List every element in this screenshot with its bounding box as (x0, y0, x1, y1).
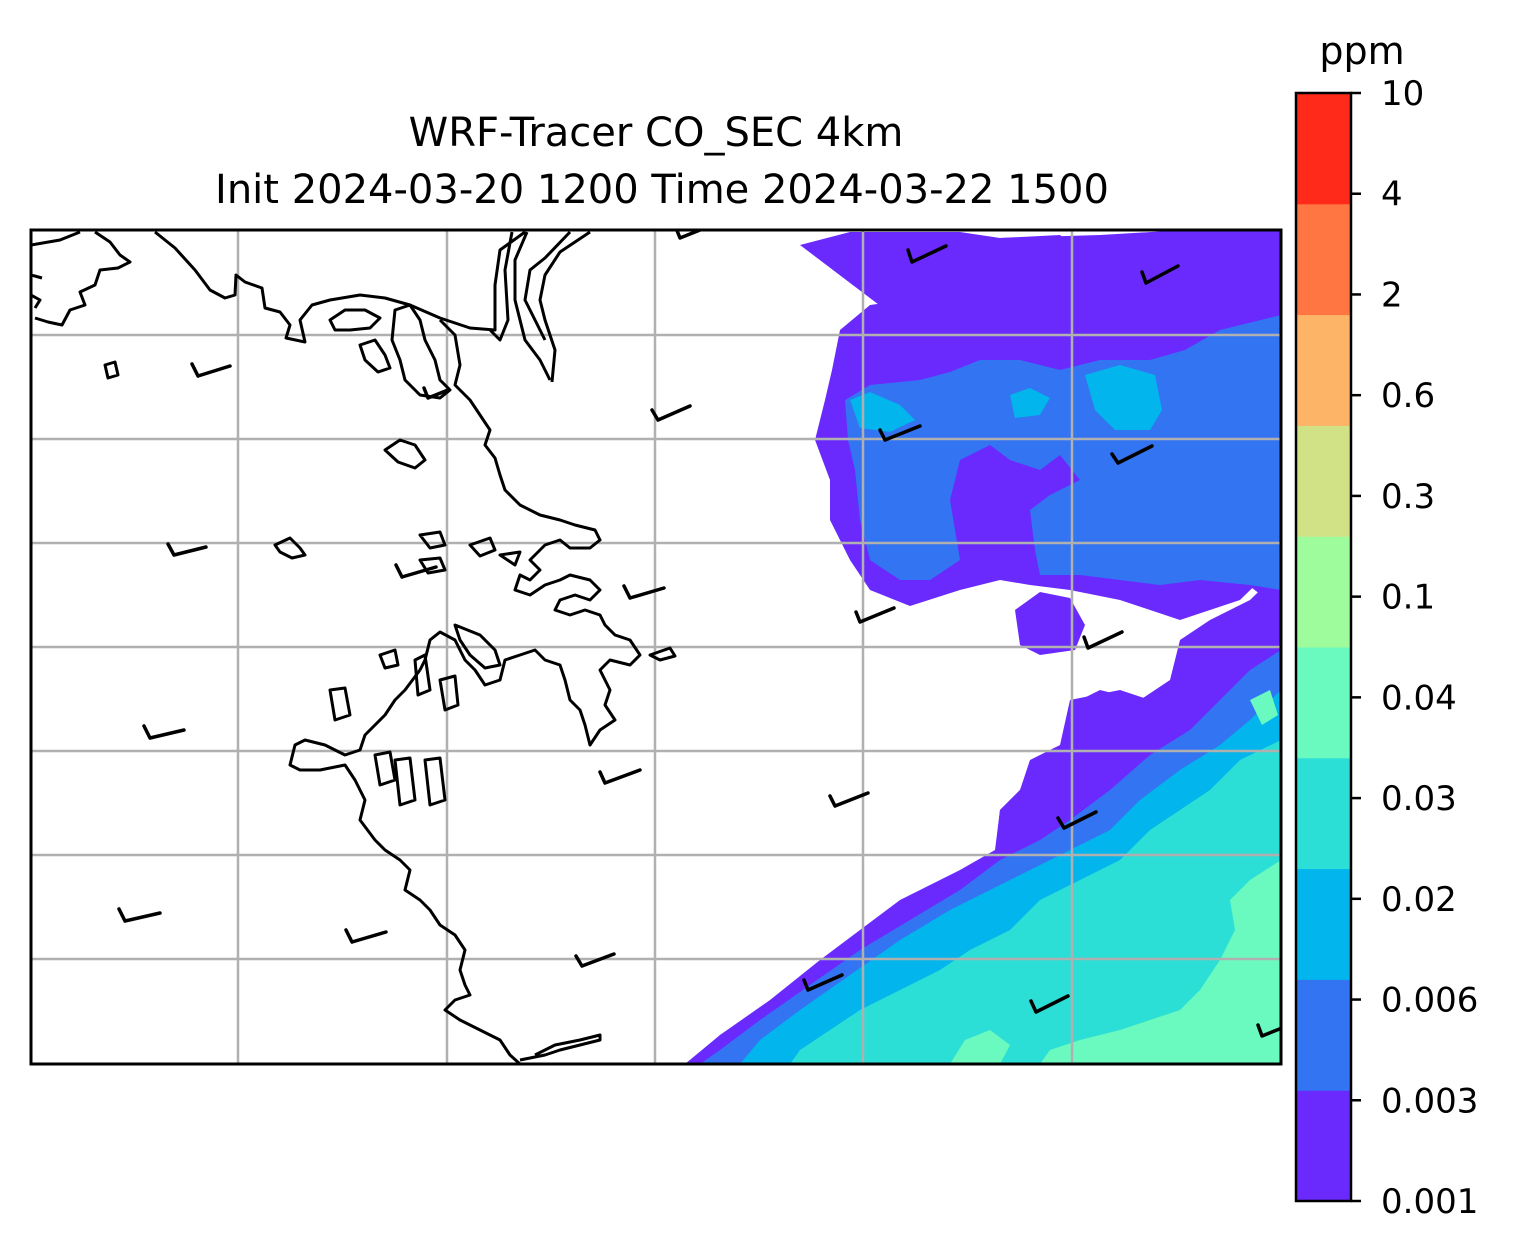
colorbar-band (1296, 868, 1351, 980)
colorbar-tick-label: 0.3 (1381, 477, 1435, 517)
wind-barb (622, 584, 666, 600)
wind-barb (650, 404, 692, 422)
colorbar-band (1296, 979, 1351, 1091)
map-frame (29, 228, 1283, 1066)
colorbar-tick-label: 0.003 (1381, 1081, 1478, 1121)
colorbar-tick-label: 4 (1381, 175, 1403, 215)
colorbar-band (1296, 314, 1351, 426)
colorbar-band (1296, 425, 1351, 537)
coastlines (31, 230, 677, 1064)
contour-blob-0.03-a (950, 1030, 1010, 1064)
colorbar-tick-label: 0.03 (1381, 779, 1457, 819)
wind-barb (1082, 630, 1124, 650)
colorbar: ppm 0.001 0.003 0.006 0.02 0.03 0.04 0.1 0.3 0.6… (1294, 29, 1478, 1222)
wind-barb (142, 724, 186, 740)
contour-band-0.003 (845, 315, 1281, 590)
wind-barb (1256, 1023, 1281, 1038)
colorbar-tick-label: 0.1 (1381, 578, 1435, 618)
wind-barb (574, 952, 616, 968)
wind-barb (394, 563, 438, 579)
colorbar-band (1296, 1090, 1351, 1202)
contour-blob-0.006-b (850, 392, 915, 432)
colorbar-tick-label: 0.001 (1381, 1182, 1478, 1222)
colorbar-tick-label: 0.02 (1381, 880, 1457, 920)
map-title-line1: WRF-Tracer CO_SEC 4km (409, 110, 904, 156)
wind-barb (190, 362, 232, 378)
wind-barb (344, 928, 388, 944)
coastline-inlet (418, 318, 642, 747)
wind-barb (117, 907, 162, 923)
colorbar-ticks: 0.001 0.003 0.006 0.02 0.03 0.04 0.1 0.3 0.6 2 4 10 (1351, 74, 1478, 1222)
wind-barb (674, 230, 705, 240)
colorbar-band (1296, 203, 1351, 316)
wind-barb (1140, 264, 1180, 285)
colorbar-tick-label: 2 (1381, 275, 1403, 315)
wind-barb (828, 791, 870, 808)
colorbar-band (1296, 647, 1351, 759)
wind-barb (1110, 444, 1154, 465)
contour-band-0.001-east (1015, 592, 1085, 655)
colorbar-tick-label: 0.6 (1381, 376, 1435, 416)
coastline-islands (103, 303, 677, 807)
colorbar-band (1296, 536, 1351, 648)
gridlines (31, 230, 1281, 1064)
coastline-mainland-north (31, 230, 552, 381)
colorbar-tick-label: 0.006 (1381, 981, 1478, 1021)
coastline-south-inlet (288, 669, 602, 1064)
wind-barb (598, 768, 642, 785)
map-title-line2: Init 2024-03-20 1200 Time 2024-03-22 150… (215, 167, 1109, 213)
wind-barb (878, 424, 922, 442)
colorbar-frame (1294, 91, 1353, 1203)
map-panel[interactable] (31, 226, 1282, 1064)
colorbar-tick-label: 0.04 (1381, 678, 1457, 718)
contour-blob-0.03-b (1250, 690, 1278, 725)
colorbar-unit-label: ppm (1319, 29, 1404, 73)
colorbar-band (1296, 93, 1351, 205)
colorbar-band (1296, 757, 1351, 870)
colorbar-tick-label: 10 (1381, 74, 1424, 114)
wind-barb (854, 606, 896, 624)
colorbar-bands (1296, 93, 1351, 1202)
wind-barb (1029, 994, 1070, 1014)
wind-barbs (117, 230, 1281, 1038)
wind-barb (906, 244, 948, 264)
wind-barb (166, 542, 208, 557)
contour-blob-0.006-c (1010, 388, 1050, 418)
contour-band-0.03 (1040, 860, 1281, 1064)
contour-band-0.02 (790, 740, 1281, 1064)
coastline-channel (523, 230, 591, 383)
wind-barb (802, 973, 844, 992)
wind-barb (422, 386, 450, 400)
contour-blob-0.006-a (1085, 365, 1162, 430)
wind-barb (1056, 810, 1098, 830)
